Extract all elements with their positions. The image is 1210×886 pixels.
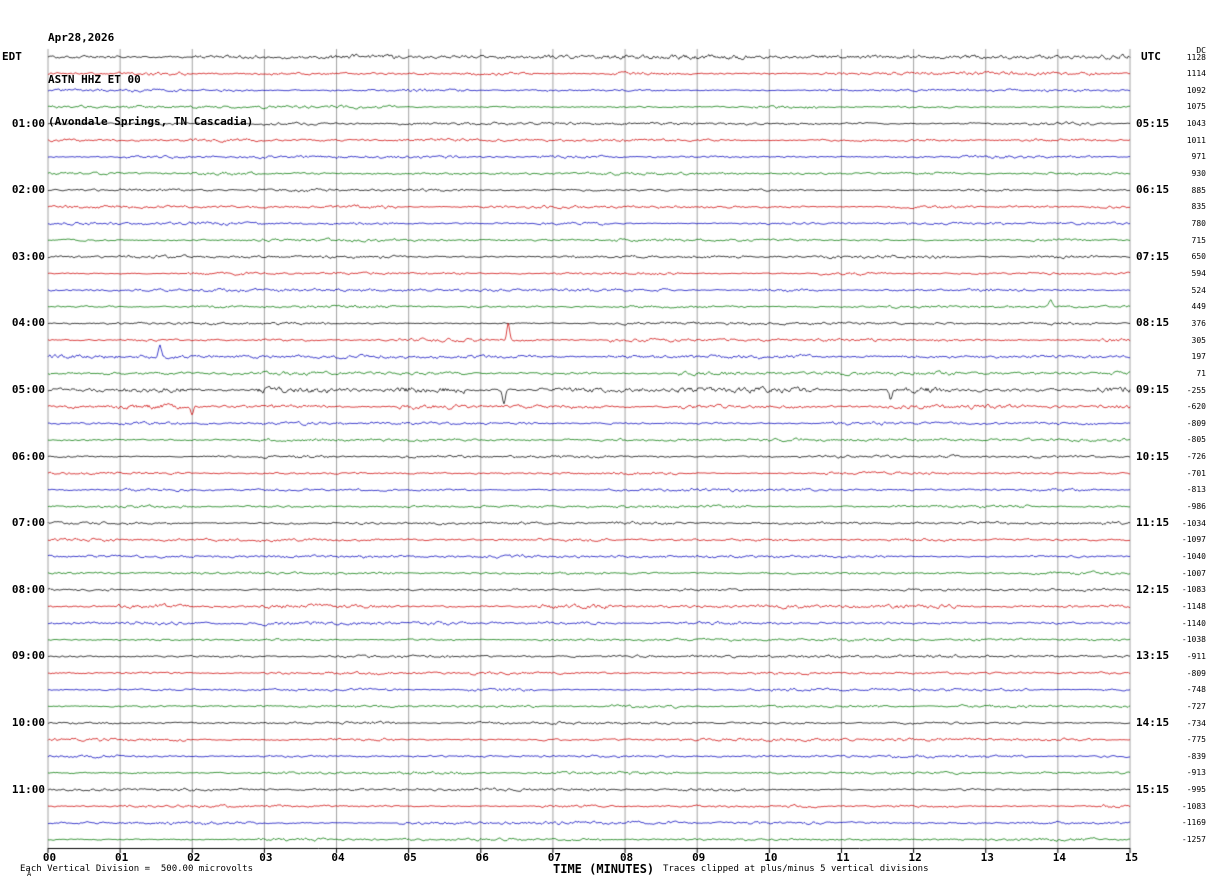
utc-hour-label: 11:15 [1136, 516, 1170, 530]
x-tick-label: 10 [764, 851, 778, 864]
edt-hour-label: 03:00 [11, 249, 45, 263]
dc-value: 524 [1191, 285, 1206, 295]
dc-value: -1034 [1181, 518, 1206, 528]
dc-value: 197 [1191, 352, 1206, 362]
header: Apr28,2026 ASTN HHZ ET 00 (Avondale Spri… [48, 3, 253, 157]
dc-value: -1007 [1181, 568, 1206, 578]
dc-value: 1075 [1186, 102, 1206, 112]
x-tick-label: 02 [187, 851, 201, 864]
utc-hour-label: 09:15 [1136, 383, 1170, 396]
dc-value: -775 [1186, 735, 1206, 745]
x-tick-label: 13 [980, 851, 994, 864]
utc-hour-label: 08:15 [1136, 316, 1170, 330]
corner-mark: A [27, 870, 32, 878]
edt-hour-label: 07:00 [11, 516, 45, 530]
dc-value: -809 [1186, 418, 1206, 428]
dc-value: -748 [1186, 685, 1206, 695]
edt-hour-label: 08:00 [11, 582, 45, 596]
dc-column-header: DC [1196, 46, 1206, 55]
edt-hour-label: 04:00 [11, 316, 45, 330]
x-tick-label: 12 [908, 851, 922, 864]
dc-value: -1040 [1181, 552, 1206, 561]
utc-hour-label: 15:15 [1136, 782, 1170, 796]
dc-value: -255 [1186, 385, 1206, 395]
x-tick-label: 03 [259, 851, 273, 864]
left-axis-title: EDT [2, 50, 22, 63]
x-tick-label: 00 [42, 851, 57, 864]
dc-value: -839 [1186, 751, 1206, 761]
edt-hour-label: 10:00 [11, 716, 45, 729]
dc-value: -986 [1186, 502, 1206, 512]
dc-value: 1092 [1186, 85, 1206, 95]
edt-hour-label: 11:00 [11, 782, 45, 796]
header-date: Apr28,2026 [48, 31, 115, 44]
dc-value: -913 [1186, 768, 1206, 778]
x-tick-label: 07 [547, 851, 562, 864]
dc-value: 1011 [1186, 135, 1206, 145]
utc-hour-label: 14:15 [1136, 716, 1170, 729]
header-location: (Avondale Springs, TN Cascadia) [48, 115, 254, 128]
dc-value: -911 [1186, 651, 1206, 661]
dc-value: -995 [1186, 785, 1206, 795]
dc-value: 650 [1191, 252, 1206, 262]
dc-value: -726 [1186, 452, 1206, 462]
x-tick-label: 11 [836, 851, 850, 864]
dc-value: 1114 [1186, 69, 1206, 79]
x-tick-label: 15 [1124, 851, 1139, 864]
header-station: ASTN HHZ ET 00 [48, 73, 141, 86]
utc-hour-label: 10:15 [1136, 449, 1170, 463]
dc-value: 715 [1191, 235, 1206, 245]
dc-value: -734 [1186, 718, 1206, 728]
dc-value: 305 [1191, 335, 1206, 345]
dc-value: -809 [1186, 668, 1206, 678]
dc-value: -813 [1186, 485, 1206, 495]
dc-value: 449 [1191, 302, 1206, 312]
dc-value: -1083 [1181, 801, 1206, 811]
footer-scale-note: Each Vertical Division = 500.00 microvol… [20, 864, 253, 874]
dc-value: 930 [1191, 169, 1206, 179]
x-tick-label: 01 [115, 851, 129, 864]
dc-value: -620 [1186, 402, 1206, 412]
footer-clip-note: Traces clipped at plus/minus 5 vertical … [663, 864, 929, 874]
dc-value: 885 [1191, 185, 1206, 195]
dc-value: -727 [1186, 701, 1206, 711]
dc-value: -1083 [1181, 585, 1206, 595]
dc-value: -1169 [1181, 818, 1206, 828]
right-axis-title: UTC [1141, 50, 1161, 63]
dc-value: 376 [1191, 318, 1206, 328]
dc-value: -1257 [1181, 835, 1206, 845]
dc-value: -805 [1186, 435, 1206, 445]
dc-value: 1128 [1186, 52, 1206, 62]
dc-value: -1038 [1181, 635, 1206, 645]
utc-hour-label: 07:15 [1136, 249, 1170, 263]
edt-hour-label: 01:00 [11, 116, 45, 130]
x-tick-label: 09 [692, 851, 706, 864]
dc-value: 71 [1196, 368, 1206, 378]
dc-value: 594 [1191, 268, 1206, 278]
utc-hour-label: 06:15 [1136, 183, 1170, 197]
dc-value: -1140 [1181, 618, 1206, 628]
edt-hour-label: 09:00 [11, 649, 45, 663]
x-axis-title: TIME (MINUTES) [553, 862, 655, 876]
edt-hour-label: 06:00 [11, 449, 45, 463]
utc-hour-label: 13:15 [1136, 649, 1170, 663]
edt-hour-label: 05:00 [11, 383, 45, 396]
x-tick-label: 05 [403, 851, 417, 864]
x-tick-label: 06 [475, 851, 489, 864]
dc-value: 835 [1191, 202, 1206, 212]
dc-value: 1043 [1186, 119, 1206, 129]
dc-value: -1148 [1181, 601, 1206, 611]
utc-hour-label: 12:15 [1136, 582, 1170, 596]
dc-value: 780 [1191, 219, 1206, 228]
dc-value: -1097 [1181, 535, 1206, 545]
dc-value: 971 [1191, 152, 1206, 162]
x-tick-label: 14 [1052, 851, 1066, 864]
edt-hour-label: 02:00 [11, 183, 45, 197]
utc-hour-label: 05:15 [1136, 116, 1170, 130]
x-tick-label: 04 [331, 851, 345, 864]
x-tick-label: 08 [619, 851, 634, 864]
dc-value: -701 [1186, 468, 1206, 478]
